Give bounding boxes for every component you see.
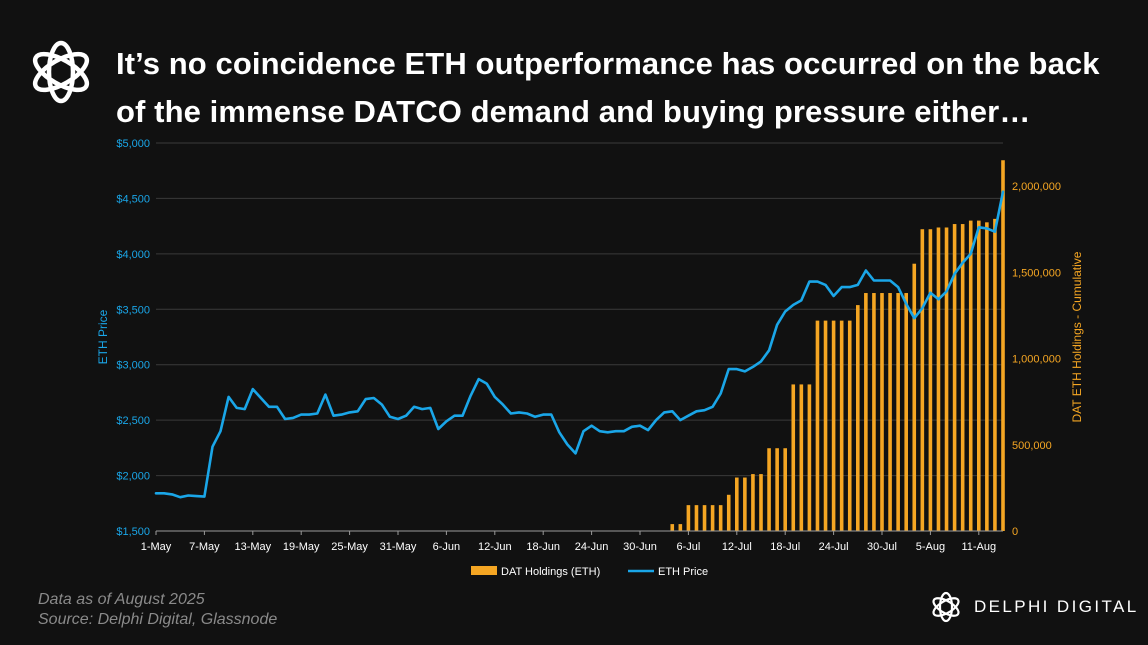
holdings-bar bbox=[839, 320, 844, 531]
title-line-1: It’s no coincidence ETH outperformance h… bbox=[116, 46, 1100, 81]
y-tick-left-label: $5,000 bbox=[116, 138, 150, 150]
y-axis-left-title: ETH Price bbox=[96, 309, 110, 364]
y-tick-left-label: $4,500 bbox=[116, 193, 150, 205]
y-axis-right-title: DAT ETH Holdings - Cumulative bbox=[1070, 251, 1084, 422]
holdings-bar bbox=[726, 494, 731, 531]
holdings-bar bbox=[847, 320, 852, 531]
holdings-bar bbox=[783, 448, 787, 531]
x-tick-label: 5-Aug bbox=[916, 541, 945, 553]
holdings-bar bbox=[888, 293, 892, 531]
holdings-bar bbox=[767, 448, 771, 531]
x-tick-label: 25-May bbox=[331, 541, 368, 553]
holdings-bar bbox=[1001, 160, 1005, 531]
y-tick-left-label: $2,000 bbox=[116, 471, 150, 483]
holdings-bar bbox=[985, 222, 989, 531]
x-tick-label: 19-May bbox=[283, 541, 320, 553]
x-tick-label: 6-Jun bbox=[433, 541, 461, 553]
holdings-bar bbox=[960, 224, 965, 531]
y-tick-right-label: 0 bbox=[1012, 526, 1018, 538]
legend-label-holdings: DAT Holdings (ETH) bbox=[501, 566, 600, 578]
holdings-bar bbox=[856, 305, 860, 531]
x-tick-label: 11-Aug bbox=[961, 541, 996, 553]
y-tick-left-label: $3,500 bbox=[116, 304, 150, 316]
holdings-bar bbox=[823, 320, 828, 531]
holdings-bar bbox=[904, 293, 908, 531]
x-tick-label: 13-May bbox=[234, 541, 271, 553]
legend-label-price: ETH Price bbox=[658, 566, 708, 578]
holdings-bar bbox=[735, 477, 739, 531]
y-tick-right-label: 1,000,000 bbox=[1012, 354, 1061, 366]
holdings-bar bbox=[799, 384, 804, 531]
title-line-2: of the immense DATCO demand and buying p… bbox=[116, 94, 1031, 129]
x-tick-label: 30-Jul bbox=[867, 541, 897, 553]
y-tick-right-label: 500,000 bbox=[1012, 440, 1052, 452]
brand-mark: DELPHI DIGITAL bbox=[928, 588, 1139, 626]
x-tick-label: 31-May bbox=[380, 541, 417, 553]
x-tick-label: 12-Jul bbox=[722, 541, 752, 553]
holdings-bar bbox=[670, 524, 675, 531]
holdings-bar bbox=[912, 263, 917, 531]
y-tick-left-label: $4,000 bbox=[116, 249, 150, 261]
x-tick-label: 18-Jun bbox=[526, 541, 560, 553]
holdings-bar bbox=[710, 505, 715, 531]
holdings-bar bbox=[977, 220, 981, 531]
x-tick-label: 7-May bbox=[189, 541, 220, 553]
holdings-bar bbox=[694, 505, 699, 531]
y-tick-right-label: 1,500,000 bbox=[1012, 267, 1061, 279]
holdings-bar bbox=[702, 505, 707, 531]
holdings-bar bbox=[791, 384, 796, 531]
holdings-bar bbox=[831, 320, 836, 531]
x-tick-label: 18-Jul bbox=[770, 541, 800, 553]
y-tick-left-label: $3,000 bbox=[116, 360, 150, 372]
y-tick-left-label: $1,500 bbox=[116, 526, 150, 538]
holdings-bar bbox=[678, 524, 683, 531]
page-title: It’s no coincidence ETH outperformance h… bbox=[116, 40, 1136, 136]
holdings-bar bbox=[880, 293, 884, 531]
source-note: Source: Delphi Digital, Glassnode bbox=[38, 611, 278, 628]
holdings-bar bbox=[775, 448, 779, 531]
holdings-bar bbox=[686, 505, 691, 531]
holdings-bar bbox=[936, 227, 941, 531]
brand-name: DELPHI DIGITAL bbox=[974, 597, 1139, 616]
holdings-bar bbox=[928, 229, 933, 531]
holdings-bar bbox=[807, 384, 812, 531]
x-tick-label: 12-Jun bbox=[478, 541, 512, 553]
holdings-bar bbox=[944, 227, 949, 531]
x-tick-label: 24-Jul bbox=[819, 541, 849, 553]
delphi-logo-icon bbox=[32, 40, 90, 104]
holdings-bar bbox=[864, 293, 868, 531]
x-tick-label: 24-Jun bbox=[575, 541, 609, 553]
legend-swatch-holdings bbox=[471, 566, 497, 575]
delphi-brand-icon bbox=[932, 591, 960, 623]
x-tick-label: 30-Jun bbox=[623, 541, 657, 553]
holdings-bar bbox=[718, 505, 723, 531]
holdings-bar bbox=[759, 474, 763, 531]
eth-price-line bbox=[154, 190, 1005, 499]
y-tick-left-label: $2,500 bbox=[116, 415, 150, 427]
x-tick-label: 6-Jul bbox=[676, 541, 700, 553]
holdings-bar bbox=[872, 293, 876, 531]
y-tick-right-label: 2,000,000 bbox=[1012, 181, 1061, 193]
holdings-bar bbox=[815, 320, 820, 531]
x-tick-label: 1-May bbox=[141, 541, 172, 553]
holdings-bar bbox=[920, 229, 925, 531]
holdings-bar bbox=[968, 220, 973, 531]
data-note: Data as of August 2025 bbox=[38, 591, 205, 608]
holdings-bar bbox=[743, 477, 747, 531]
holdings-bar bbox=[751, 474, 755, 531]
holdings-bar bbox=[993, 218, 997, 531]
footnote: Data as of August 2025 Source: Delphi Di… bbox=[38, 590, 277, 630]
holdings-bar bbox=[896, 293, 900, 531]
holdings-bar bbox=[952, 224, 957, 531]
